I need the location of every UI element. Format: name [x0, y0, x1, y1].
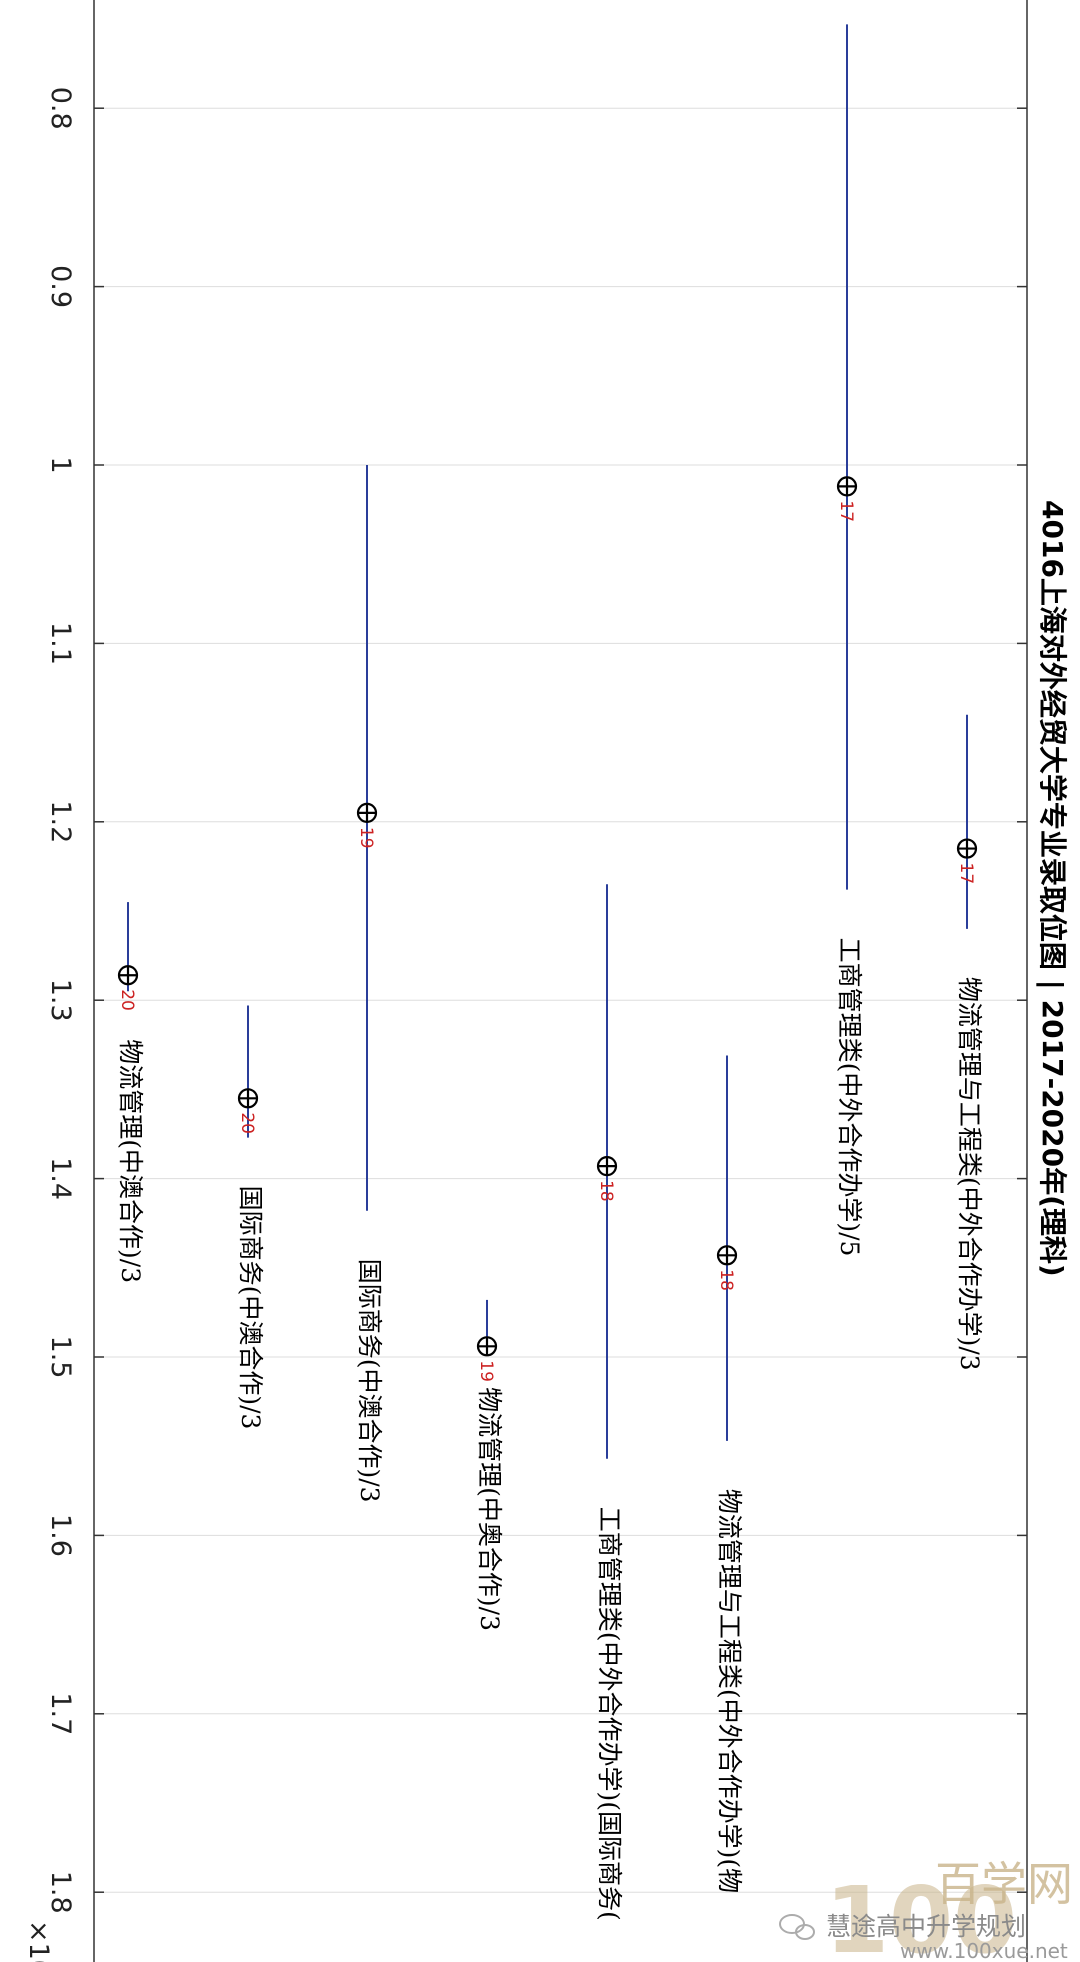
wechat-icon: [779, 1914, 815, 1940]
watermark-account-name: 慧途高中升学规划: [826, 1912, 1026, 1941]
series-label: 国际商务(中澳合作)/3: [355, 1259, 384, 1503]
series-item: 18 工商管理类(中外合作办学)(国际商务(: [595, 884, 624, 1921]
x-tick-label: 1.5: [45, 1336, 76, 1379]
rank-label: 17: [836, 500, 856, 522]
x-tick-label: 1.3: [45, 979, 76, 1022]
x-scale-label: ×10⁴: [23, 1920, 54, 1962]
watermark-brand-text: 百学网: [935, 1857, 1073, 1911]
series-item: 19 国际商务(中澳合作)/3: [355, 465, 384, 1503]
rank-label: 18: [596, 1180, 616, 1202]
series-label: 物流管理(中奥合作)/3: [475, 1387, 504, 1631]
x-axis-ticks: 0.8 0.9 1 1.1 1.2 1.3 1.4 1.5 1.6 1.7 1.8: [45, 87, 1027, 1914]
x-tick-label: 1.1: [45, 622, 76, 665]
x-tick-label: 1.4: [45, 1157, 76, 1200]
series-label: 物流管理与工程类(中外合作办学)/3: [955, 977, 984, 1371]
chart-title: 4016上海对外经贸大学专业录取位图 | 2017-2020年(理科): [1036, 500, 1069, 1277]
series-item: 19 物流管理(中奥合作)/3: [475, 1299, 504, 1631]
series: 17 物流管理与工程类(中外合作办学)/3 17 工商管理类(中外合作办学)/5 18 物…: [116, 24, 984, 1921]
series-label: 工商管理类(中外合作办学)(国际商务(: [595, 1507, 624, 1921]
x-tick-label: 0.9: [45, 265, 76, 308]
series-item: 17 工商管理类(中外合作办学)/5: [835, 24, 864, 1256]
watermark: 100 百学网 慧途高中升学规划 www.100xue.net: [779, 1857, 1073, 1962]
series-item: 20 国际商务(中澳合作)/3: [236, 1005, 265, 1430]
rank-label: 19: [476, 1360, 496, 1382]
rank-label: 20: [237, 1112, 257, 1134]
x-tick-label: 1.6: [45, 1514, 76, 1557]
x-tick-label: 1: [45, 456, 76, 473]
x-tick-label: 0.8: [45, 87, 76, 130]
grid: [94, 107, 1027, 1893]
x-tick-label: 1.2: [45, 800, 76, 843]
series-item: 18 物流管理与工程类(中外合作办学)(物: [715, 1055, 744, 1893]
rank-label: 18: [716, 1269, 736, 1291]
series-label: 工商管理类(中外合作办学)/5: [835, 938, 864, 1257]
watermark-brand-number: 100: [825, 1867, 1017, 1962]
series-item: 17 物流管理与工程类(中外合作办学)/3: [955, 714, 984, 1371]
rank-label: 19: [356, 827, 376, 849]
series-label: 物流管理(中澳合作)/3: [116, 1039, 145, 1283]
watermark-site-url: www.100xue.net: [900, 1939, 1068, 1962]
series-label: 国际商务(中澳合作)/3: [236, 1186, 265, 1430]
x-tick-label: 1.7: [45, 1692, 76, 1735]
series-item: 20 物流管理(中澳合作)/3: [116, 902, 145, 1283]
rank-label: 17: [956, 863, 976, 885]
x-tick-label: 1.8: [45, 1871, 76, 1914]
rank-label: 20: [117, 989, 137, 1011]
series-label: 物流管理与工程类(中外合作办学)(物: [715, 1489, 744, 1893]
